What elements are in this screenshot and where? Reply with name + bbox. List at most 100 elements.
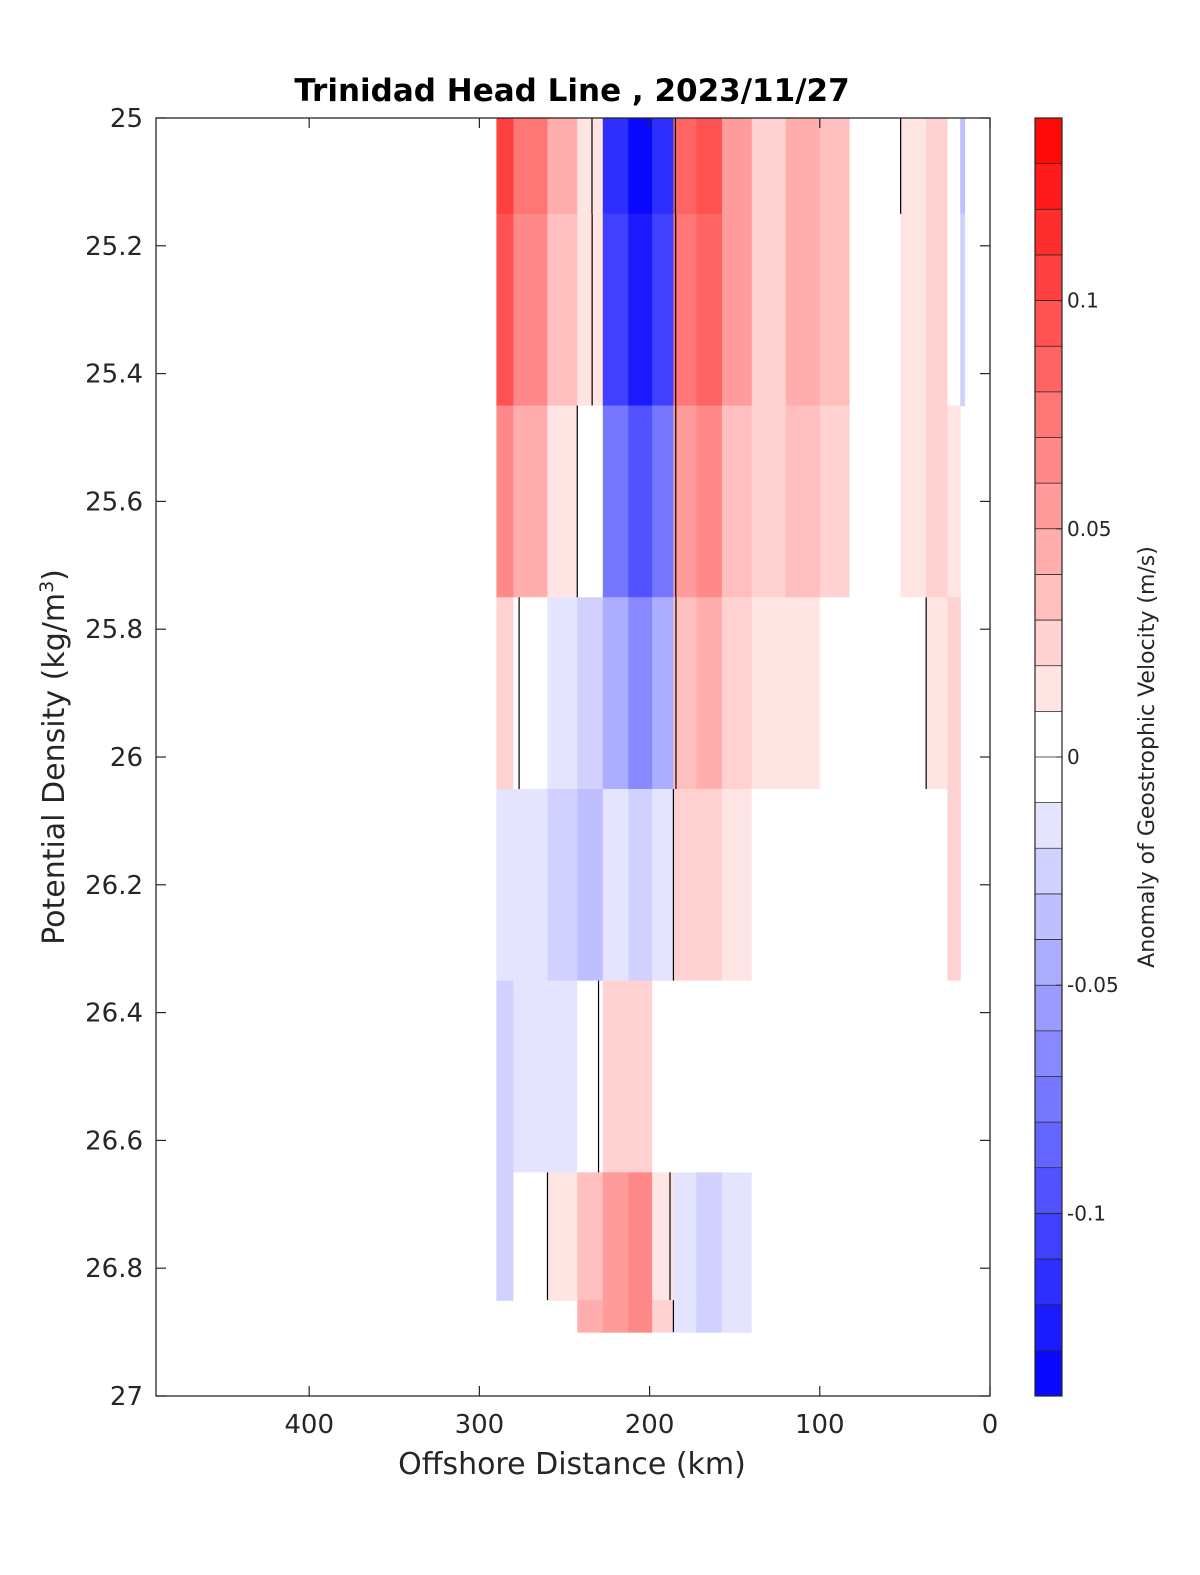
colorbar-band	[1035, 574, 1062, 621]
contour-cell	[900, 788, 927, 982]
contour-cell	[513, 788, 549, 982]
contour-cell	[696, 788, 723, 982]
colorbar-band	[1035, 1030, 1062, 1077]
contour-cell	[673, 1172, 697, 1301]
contour-cell	[547, 597, 578, 790]
contour-cell	[628, 597, 653, 790]
contour-cell	[900, 597, 927, 790]
contour-cell	[602, 1300, 629, 1333]
colorbar: 0.1 0.05 0 -0.05 -0.1 Anomaly of Geostrophic…	[1034, 117, 1160, 1397]
colorbar-band	[1035, 391, 1062, 438]
contour-cell	[926, 213, 949, 407]
contour-cell	[785, 118, 821, 215]
y-tick-label: 27	[110, 1382, 143, 1412]
contour-cell	[751, 118, 787, 215]
y-tick-label: 25.4	[85, 360, 143, 390]
colorbar-band	[1035, 848, 1062, 895]
contour-cell	[751, 788, 787, 982]
colorbar-band	[1035, 1259, 1062, 1306]
contour-cell	[819, 1172, 851, 1301]
contour-cell	[577, 1300, 604, 1333]
contour-cell	[547, 118, 578, 215]
contour-cell	[696, 213, 723, 407]
x-tick-label: 300	[455, 1410, 505, 1440]
contour-cell	[960, 118, 966, 215]
colorbar-band	[1035, 528, 1062, 575]
colorbar-band	[1035, 665, 1062, 712]
x-tick-label: 100	[795, 1410, 845, 1440]
contour-cell	[875, 980, 902, 1173]
contour-cell	[875, 597, 902, 790]
colorbar-band	[1035, 437, 1062, 484]
contour-cell	[696, 980, 723, 1173]
colorbar-band	[1035, 1213, 1062, 1260]
contour-cell	[721, 980, 753, 1173]
contour-cell	[785, 1172, 821, 1301]
contour-cell	[849, 788, 876, 982]
x-tick-label: 400	[284, 1410, 334, 1440]
contour-cell	[751, 597, 787, 790]
y-tick-label: 25.2	[85, 232, 143, 262]
colorbar-tick-label: 0	[1067, 745, 1080, 769]
contour-cell	[849, 213, 876, 407]
contour-cell	[849, 1172, 876, 1301]
colorbar-band	[1035, 300, 1062, 347]
contour-cell	[496, 788, 515, 982]
contour-cell	[819, 405, 851, 598]
y-axis-label: Potential Density (kg/m3)	[36, 569, 72, 945]
contour-cell	[849, 118, 876, 215]
x-axis-label: Offshore Distance (km)	[398, 1447, 746, 1482]
contour-cell	[547, 405, 578, 598]
contour-cell	[513, 118, 549, 215]
colorbar-band	[1035, 254, 1062, 302]
contour-cell	[849, 980, 876, 1173]
contour-cell	[819, 213, 851, 407]
contour-cell	[721, 405, 753, 598]
colorbar-tick-label: 0.05	[1067, 517, 1112, 541]
contour-cell	[602, 980, 629, 1173]
colorbar-band	[1035, 620, 1062, 667]
contour-cell	[577, 597, 604, 790]
contour-cell	[721, 788, 753, 982]
contour-cell	[652, 1300, 675, 1333]
contour-cell	[577, 213, 604, 407]
contour-cell	[947, 213, 961, 407]
contour-cell	[947, 980, 961, 1173]
contour-cell	[875, 213, 902, 407]
colorbar-tick-label: -0.1	[1067, 1201, 1106, 1225]
contour-cell	[673, 980, 697, 1173]
contour-cell	[947, 597, 961, 790]
contour-cell	[496, 597, 515, 790]
contour-cell	[751, 1300, 787, 1333]
contour-cell	[652, 1172, 675, 1301]
contour-cell	[926, 597, 949, 790]
contour-cell	[721, 1172, 753, 1301]
contour-cell	[547, 1172, 578, 1301]
contour-cell	[547, 213, 578, 407]
contour-cell	[577, 980, 604, 1173]
colorbar-band	[1035, 757, 1062, 804]
contour-cell	[513, 1172, 549, 1301]
plot-area: 400 300 200 100 0 25 25.2 25.4 25.6 25.8 26 26.2 26…	[85, 104, 998, 1440]
colorbar-band	[1035, 939, 1062, 986]
contour-cell	[960, 213, 966, 407]
x-tick-label: 0	[982, 1410, 999, 1440]
y-tick-label: 26.8	[85, 1254, 143, 1284]
contour-cell	[496, 118, 515, 215]
colorbar-band	[1035, 985, 1062, 1032]
contour-cell	[513, 213, 549, 407]
contour-cell	[513, 405, 549, 598]
colorbar-label: Anomaly of Geostrophic Velocity (m/s)	[1135, 546, 1160, 968]
contour-cell	[751, 405, 787, 598]
contour-cell	[926, 405, 949, 598]
colorbar-ticks: 0.1 0.05 0 -0.05 -0.1	[1056, 289, 1119, 1225]
colorbar-band	[1035, 1167, 1062, 1214]
contour-cell	[496, 1172, 515, 1301]
colorbar-tick-label: 0.1	[1067, 289, 1099, 313]
contour-cell	[849, 405, 876, 598]
y-axis-label-main: Potential Density (kg/m	[37, 593, 72, 945]
contour-cell	[875, 405, 902, 598]
contour-cell	[547, 788, 578, 982]
y-tick-label: 26.6	[85, 1126, 143, 1156]
contour-cell	[652, 405, 675, 598]
